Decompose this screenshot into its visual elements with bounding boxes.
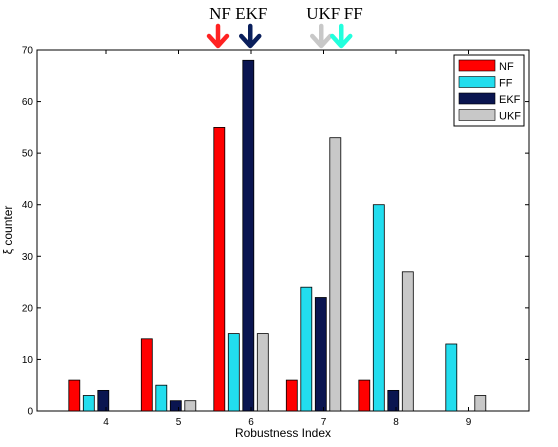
y-tick-label: 30	[22, 252, 34, 263]
annotation-label-ukf: UKF	[306, 4, 340, 23]
bar-ff-7	[300, 286, 313, 412]
legend-swatch-ukf	[458, 109, 496, 121]
bar-ukf-6	[256, 333, 269, 412]
bar-ff-6	[227, 333, 240, 412]
y-tick-label: 70	[22, 46, 34, 57]
y-tick-label: 10	[22, 355, 34, 366]
legend-label-nf: NF	[499, 61, 514, 73]
legend: NF FF EKF UKF	[453, 54, 525, 127]
legend-label-ekf: EKF	[499, 94, 521, 106]
legend-swatch-ff	[458, 76, 496, 88]
x-axis: 4 5 6 7 8 9	[103, 50, 472, 428]
bar-ekf-7	[314, 297, 327, 412]
legend-swatch-ekf	[458, 92, 496, 105]
x-axis-label: Robustness Index	[235, 426, 331, 440]
annotations: NF EKF UKF FF	[206, 4, 363, 49]
bar-ff-8	[372, 204, 385, 412]
bar-ukf-8	[401, 271, 414, 412]
bar-ukf-9	[474, 395, 487, 412]
annotation-label-nf: NF	[209, 4, 231, 23]
legend-swatch-nf	[458, 59, 496, 72]
bar-ekf-4	[97, 389, 110, 412]
annotation-arrow-nf	[206, 23, 230, 49]
annotation-arrow-ff	[330, 23, 353, 49]
x-tick-label: 6	[248, 417, 254, 428]
y-tick-label: 60	[22, 97, 34, 108]
annotation-arrow-ekf	[239, 23, 262, 49]
bars	[68, 59, 487, 412]
x-tick-label: 5	[176, 417, 182, 428]
bar-ekf-6	[242, 59, 255, 412]
x-tick-label: 8	[393, 417, 399, 428]
bar-nf-7	[285, 379, 298, 412]
legend-label-ukf: UKF	[499, 111, 521, 123]
legend-label-ff: FF	[499, 78, 513, 90]
y-axis: 0 10 20 30 40 50 60 70	[22, 46, 529, 418]
y-tick-label: 0	[27, 407, 33, 418]
y-tick-label: 20	[22, 303, 34, 314]
annotation-label-ekf: EKF	[235, 4, 267, 23]
bar-ekf-8	[387, 389, 400, 412]
bar-ukf-7	[329, 137, 342, 412]
x-tick-label: 4	[103, 417, 109, 428]
y-tick-label: 50	[22, 149, 34, 160]
bar-nf-6	[213, 127, 226, 412]
bar-ff-5	[155, 384, 168, 412]
bar-nf-8	[358, 379, 371, 412]
bar-ff-9	[445, 343, 458, 412]
bar-nf-5	[140, 338, 153, 412]
y-axis-label: ξ counter	[1, 206, 15, 255]
annotation-arrow-ukf	[310, 23, 333, 49]
x-tick-label: 9	[466, 417, 472, 428]
bar-ukf-5	[184, 400, 197, 412]
bar-nf-4	[68, 379, 81, 412]
bar-ekf-5	[169, 400, 182, 412]
y-tick-label: 40	[22, 200, 34, 211]
x-tick-label: 7	[321, 417, 327, 428]
annotation-label-ff: FF	[344, 4, 363, 23]
bar-ff-4	[82, 395, 95, 412]
